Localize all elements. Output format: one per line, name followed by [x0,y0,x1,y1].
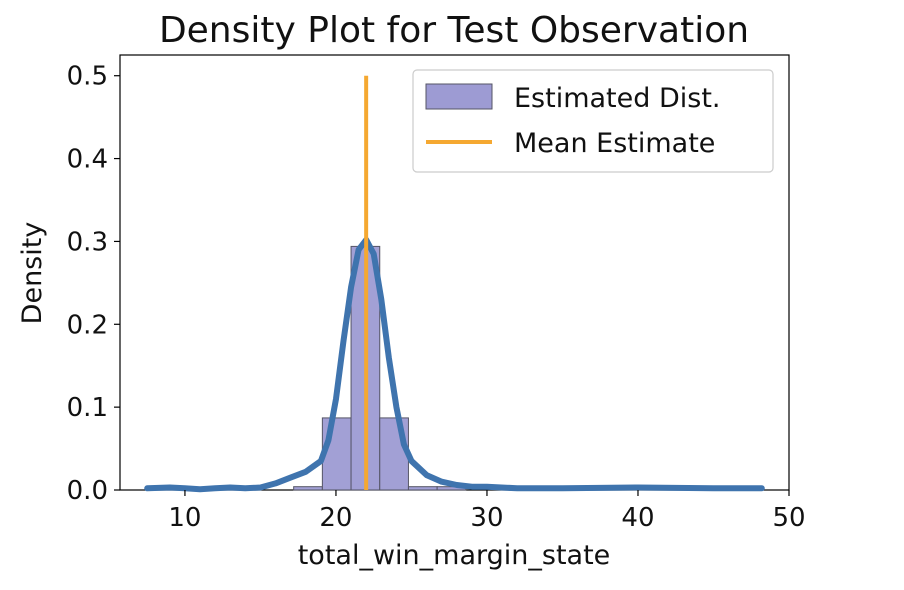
x-tick-label: 30 [470,503,503,533]
y-tick-label: 0.0 [67,476,108,506]
legend-patch-estimated-dist [425,83,493,110]
y-tick-label: 0.4 [67,145,108,175]
x-tick-label: 40 [621,503,654,533]
y-tick-label: 0.2 [67,310,108,340]
histogram-bar-5 [407,486,438,491]
y-tick-label: 0.3 [67,227,108,257]
chart-title: Density Plot for Test Observation [159,10,749,51]
x-tick-label: 10 [168,503,201,533]
y-tick-label: 0.1 [67,393,108,423]
plot-area [119,54,790,493]
kde-curve-layer [144,236,765,493]
legend-label-estimated-dist: Estimated Dist. [514,83,721,114]
x-axis-label: total_win_margin_state [298,540,611,571]
y-axis-ticks: 0.0 0.1 0.2 0.3 0.4 0.5 [67,62,120,506]
x-tick-label: 20 [319,503,352,533]
histogram-bar-1 [293,486,323,491]
legend-box [412,69,774,173]
legend: Estimated Dist. Mean Estimate [412,69,774,173]
x-axis-ticks: 10 20 30 40 50 [168,490,806,533]
kde-curve [144,236,765,493]
y-tick-label: 0.5 [67,62,108,92]
histogram-bar-2 [321,417,352,491]
y-axis-label: Density [17,222,48,325]
histogram-bar-4 [379,417,409,491]
legend-label-mean-estimate: Mean Estimate [514,128,715,159]
x-tick-label: 50 [772,503,805,533]
